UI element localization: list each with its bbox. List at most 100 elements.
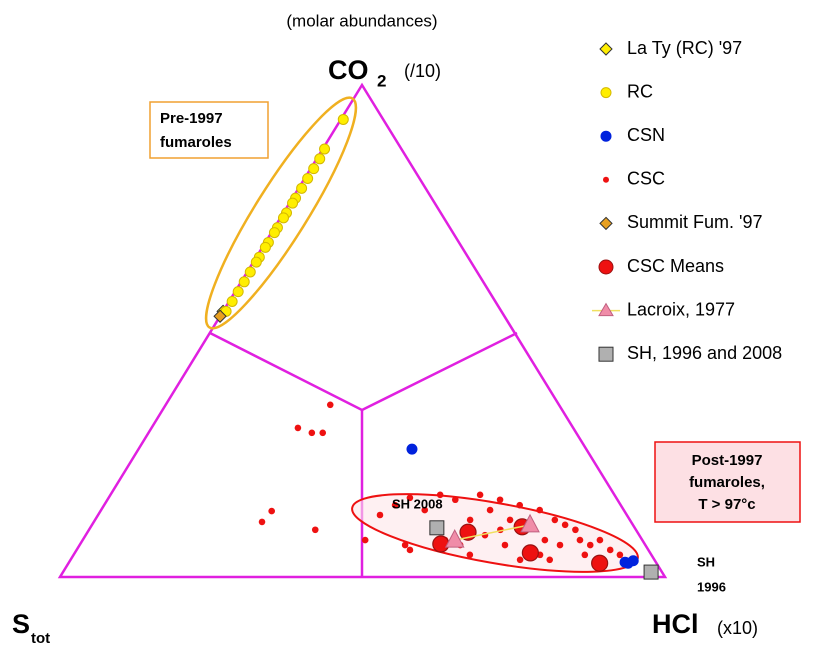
point — [326, 401, 334, 409]
point — [259, 241, 271, 253]
point — [561, 521, 569, 529]
legend-label: RC — [627, 81, 653, 101]
point — [541, 536, 549, 544]
point — [591, 554, 609, 572]
point — [337, 113, 349, 125]
legend-marker — [600, 130, 612, 142]
point — [466, 516, 474, 524]
point — [596, 536, 604, 544]
legend-marker — [599, 216, 613, 231]
point — [250, 256, 262, 268]
vertex-note: (/10) — [404, 61, 441, 81]
point — [277, 212, 289, 224]
field-boundary — [209, 331, 518, 412]
point — [308, 429, 316, 437]
point — [436, 491, 444, 499]
point — [287, 197, 299, 209]
point — [572, 526, 579, 534]
legend-label: La Ty (RC) '97 — [627, 38, 742, 58]
annotation: SH — [697, 554, 715, 569]
point — [238, 276, 250, 288]
series-line — [454, 524, 531, 541]
legend-label: CSC — [627, 169, 665, 189]
point — [606, 546, 614, 554]
legend-marker — [598, 259, 614, 275]
point — [314, 153, 326, 165]
point — [391, 501, 399, 509]
point — [506, 516, 514, 524]
point — [376, 511, 384, 519]
legend-marker — [603, 176, 609, 183]
point — [536, 506, 543, 514]
point — [401, 541, 409, 549]
point — [406, 494, 414, 502]
point — [268, 507, 275, 515]
vertex-note: (x10) — [717, 618, 758, 638]
point — [551, 516, 559, 524]
point — [294, 424, 302, 432]
point — [302, 172, 314, 184]
annotation: T > 97°c — [698, 496, 755, 513]
point — [616, 551, 624, 559]
point — [586, 541, 594, 549]
point — [432, 535, 450, 553]
annotation-box — [149, 101, 269, 159]
vertex-label: S — [12, 609, 30, 639]
point — [406, 443, 418, 455]
vertex-label: HCl — [652, 609, 699, 639]
point — [516, 501, 524, 509]
point — [319, 143, 331, 155]
point — [308, 163, 320, 175]
point — [496, 496, 504, 504]
point — [581, 551, 589, 559]
vertex-label-sub: 2 — [377, 71, 386, 90]
legend-label: Summit Fum. '97 — [627, 212, 762, 232]
annotation: fumaroles — [160, 134, 232, 151]
point — [521, 544, 539, 562]
legend-marker — [598, 302, 614, 317]
point — [451, 496, 459, 504]
point — [268, 227, 280, 239]
legend-marker — [598, 346, 614, 362]
annotation: fumaroles, — [689, 474, 765, 491]
legend-label: CSC Means — [627, 256, 724, 276]
point — [486, 506, 494, 514]
point — [643, 564, 659, 580]
point — [466, 551, 474, 559]
legend-marker — [599, 42, 613, 56]
point — [444, 529, 465, 548]
point — [232, 286, 244, 298]
point — [406, 546, 414, 554]
annotation: Post-1997 — [692, 452, 763, 469]
legend-label: CSN — [627, 125, 665, 145]
point — [213, 309, 227, 323]
point — [556, 541, 564, 549]
point — [226, 295, 238, 307]
vertex-label-sub: tot — [31, 630, 50, 647]
vertex-label: CO — [328, 55, 369, 85]
point — [258, 518, 266, 526]
annotation: SH 2008 — [392, 496, 443, 511]
legend-label: SH, 1996 and 2008 — [627, 343, 782, 363]
legend: La Ty (RC) '97 RC CSN CSC Summit Fum. '97 CSC… — [592, 38, 782, 363]
point — [476, 491, 484, 499]
annotation: 1996 — [697, 579, 726, 594]
point — [520, 513, 540, 533]
point — [361, 536, 369, 544]
point — [576, 536, 584, 544]
point — [244, 266, 256, 278]
legend-label: Lacroix, 1977 — [627, 299, 735, 319]
point — [429, 520, 445, 536]
point — [421, 506, 429, 514]
pre-1997-ellipse — [204, 96, 358, 330]
point — [296, 182, 308, 194]
point — [501, 541, 509, 549]
scale-note: (molar abundances) — [286, 11, 437, 30]
point — [546, 556, 554, 564]
legend-marker — [600, 87, 612, 99]
point — [516, 556, 524, 564]
point — [319, 429, 327, 437]
point — [622, 557, 634, 569]
annotation-box — [654, 441, 801, 523]
